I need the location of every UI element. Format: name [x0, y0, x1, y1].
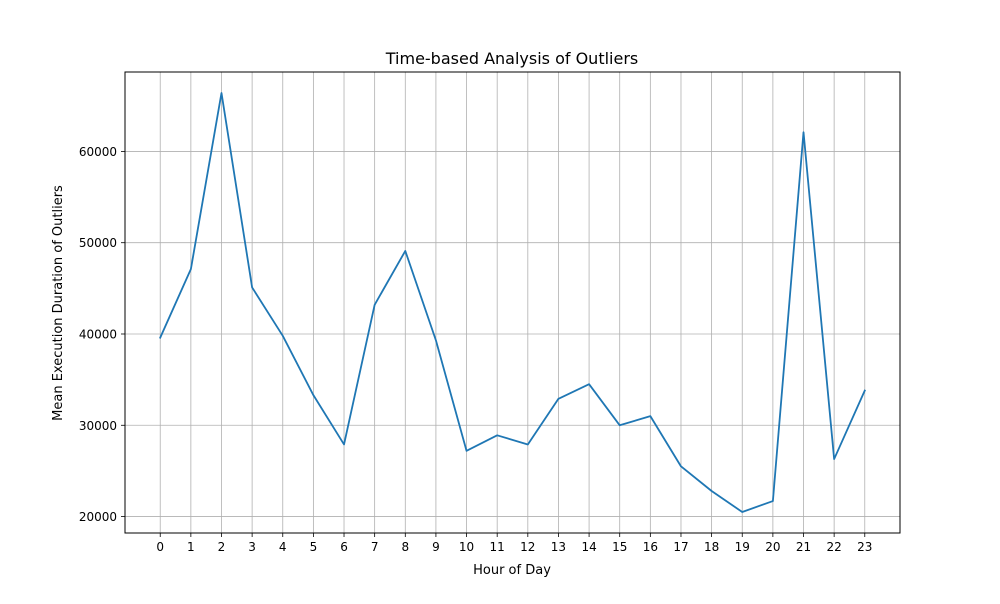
x-tick-label: 10 — [459, 540, 474, 554]
x-tick-label: 16 — [643, 540, 658, 554]
x-tick-label: 0 — [156, 540, 164, 554]
y-tick-label: 40000 — [79, 327, 117, 341]
series-layer — [159, 92, 866, 513]
y-axis-label: Mean Execution Duration of Outliers — [51, 185, 66, 421]
x-tick-label: 13 — [551, 540, 566, 554]
x-tick-label: 21 — [796, 540, 811, 554]
y-tick-label: 30000 — [79, 419, 117, 433]
x-tick-label: 8 — [401, 540, 409, 554]
x-tick-label: 19 — [735, 540, 750, 554]
x-tick-label: 17 — [673, 540, 688, 554]
x-tick-label: 23 — [857, 540, 872, 554]
x-tick-label: 18 — [704, 540, 719, 554]
x-tick-label: 15 — [612, 540, 627, 554]
x-tick-label: 5 — [310, 540, 318, 554]
x-tick-label: 2 — [218, 540, 226, 554]
plot-frame — [124, 71, 901, 534]
x-tick-label: 14 — [581, 540, 596, 554]
x-axis-label: Hour of Day — [473, 563, 551, 578]
tick-layer: 0 1 2 3 4 5 6 7 8 9 10 11 12 13 14 15 16 17 18 19 20 21 22 2320… — [79, 145, 873, 554]
y-tick-label: 20000 — [79, 510, 117, 524]
x-tick-label: 22 — [826, 540, 841, 554]
x-tick-label: 20 — [765, 540, 780, 554]
series-line — [159, 92, 866, 513]
x-tick-label: 1 — [187, 540, 195, 554]
y-tick-label: 60000 — [79, 145, 117, 159]
x-tick-label: 7 — [371, 540, 379, 554]
x-tick-label: 9 — [432, 540, 440, 554]
x-tick-label: 11 — [490, 540, 505, 554]
x-tick-label: 3 — [248, 540, 256, 554]
y-tick-label: 50000 — [79, 236, 117, 250]
x-tick-label: 12 — [520, 540, 535, 554]
x-tick-label: 6 — [340, 540, 348, 554]
chart-title: Time-based Analysis of Outliers — [385, 49, 638, 68]
x-tick-label: 4 — [279, 540, 287, 554]
